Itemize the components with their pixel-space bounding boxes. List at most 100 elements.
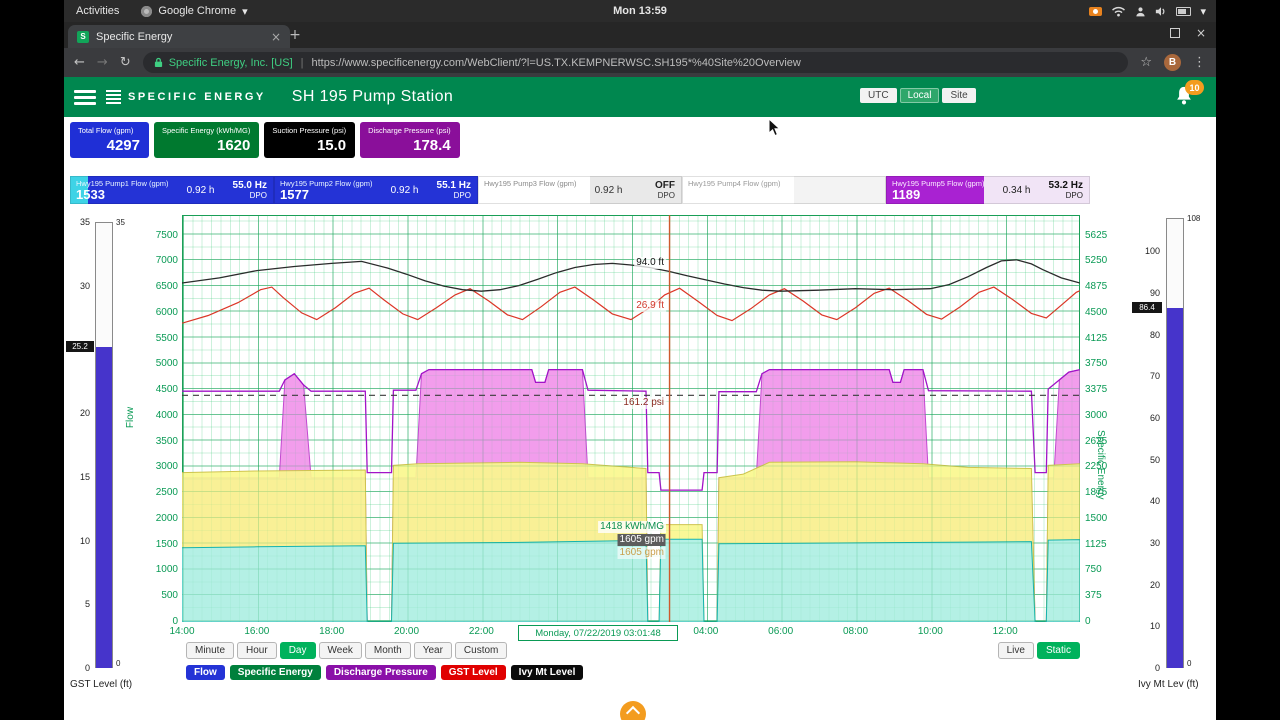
pump-main: Hwy195 Pump2 Flow (gpm) 1577 [274,176,384,204]
right-axis-tick: 3375 [1085,384,1108,396]
timezone-toggle: UTC Local Site [860,88,976,103]
legend-button-ivy-mt-level[interactable]: Ivy Mt Level [510,665,584,680]
tab-strip: S Specific Energy × + × [64,22,1216,48]
pump-status-cell[interactable]: Hwy195 Pump1 Flow (gpm) 1533 0.92 h 55.0 Hz… [70,176,274,204]
left-gauge-value-tag: 25.2 [66,340,94,352]
pump-flow-value: 1577 [280,187,309,202]
left-axis-tick: 3500 [155,435,178,447]
series-flow-area [182,538,1080,622]
mouse-cursor [768,118,781,137]
pump-right: 55.1 Hz DPO [425,176,478,204]
right-gauge-fill [1167,308,1183,668]
left-axis-tick: 0 [172,616,178,627]
right-axis-tick: 3750 [1085,358,1108,370]
series-legend: Flow Specific Energy Discharge Pressure GST… [186,665,584,680]
legend-button-gst-level[interactable]: GST Level [440,665,506,680]
activities-button[interactable]: Activities [76,5,120,17]
clock[interactable]: Mon 13:59 [613,5,667,17]
site-identity: Specific Energy, Inc. [US] [168,56,293,69]
x-axis-tick: 06:00 [768,626,794,637]
mode-button-static[interactable]: Static [1036,642,1080,659]
tab-close-icon[interactable]: × [270,29,281,44]
left-gauge-max-label: 35 [116,218,125,227]
mode-button-live[interactable]: Live [997,642,1034,659]
bookmark-star-icon[interactable]: ☆ [1140,55,1152,70]
pump-status-cell[interactable]: Hwy195 Pump4 Flow (gpm) [682,176,886,204]
pump-frequency: 55.1 Hz [436,180,471,191]
right-axis-tick: 1125 [1085,538,1107,550]
window-close-button[interactable]: × [1195,26,1206,40]
tab-title: Specific Energy [96,30,173,43]
pump-frequency: 53.2 Hz [1048,180,1083,191]
range-button-day[interactable]: Day [279,642,316,659]
kpi-label: Discharge Pressure (psi) [368,126,451,135]
new-tab-button[interactable]: + [289,27,301,43]
pump-status-cell[interactable]: Hwy195 Pump3 Flow (gpm) 0.92 h OFF DPO [478,176,682,204]
right-gauge-tick: 80 [1149,329,1160,340]
pump-status-cell[interactable]: Hwy195 Pump2 Flow (gpm) 1577 0.92 h 55.1 Hz… [274,176,478,204]
back-button[interactable]: ← [74,55,85,70]
range-button-year[interactable]: Year [413,642,452,659]
right-gauge-tick: 60 [1149,413,1160,423]
url-field[interactable]: Specific Energy, Inc. [US] | https://www… [142,52,1129,73]
url-text: https://www.specificenergy.com/WebClient… [311,56,801,69]
kpi-value: 15.0 [316,137,347,154]
range-button-month[interactable]: Month [364,642,411,659]
notification-count-badge[interactable]: 10 [1185,80,1204,95]
range-button-week[interactable]: Week [318,642,362,659]
legend-button-discharge-pressure[interactable]: Discharge Pressure [325,665,436,680]
kpi-label: Specific Energy (kWh/MG) [162,126,251,135]
wifi-icon [1112,6,1126,17]
pump-frequency: 55.0 Hz [232,180,267,191]
right-gauge-tick: 90 [1149,288,1160,298]
window-restore-button[interactable] [1169,28,1180,38]
forward-button[interactable]: → [96,55,108,70]
trend-plot-svg[interactable] [182,215,1080,622]
right-gauge-tick: 40 [1149,496,1160,507]
profile-avatar[interactable]: B [1164,54,1181,71]
pump-name: Hwy195 Pump3 Flow (gpm) [484,179,577,188]
kpi-label: Total Flow (gpm) [78,126,134,135]
legend-button-flow[interactable]: Flow [186,665,225,680]
legend-button-specific-energy[interactable]: Specific Energy [229,665,321,680]
left-gauge-tick: 20 [79,408,90,419]
pump-main: Hwy195 Pump4 Flow (gpm) [682,176,792,204]
range-button-minute[interactable]: Minute [186,642,235,659]
tray-chevron-icon: ▾ [1200,4,1206,18]
left-axis-tick: 7500 [155,229,178,241]
pump-main: Hwy195 Pump3 Flow (gpm) [478,176,588,204]
kpi-tile[interactable]: Suction Pressure (psi) 15.0 [264,122,356,158]
left-axis-title: Flow [125,406,137,429]
hamburger-menu-icon[interactable] [74,89,96,105]
right-axis-tick: 4500 [1085,306,1108,318]
right-gauge-value-tag: 86.4 [1132,302,1162,313]
pump-status-cell[interactable]: Hwy195 Pump5 Flow (gpm) 1189 0.34 h 53.2 Hz… [886,176,1090,204]
annotation-ivy-level-readout: 94.0 ft [634,257,666,269]
chevron-up-icon [625,705,641,720]
left-axis-tick: 6500 [155,281,178,293]
tz-button-site[interactable]: Site [942,88,976,103]
tz-button-local[interactable]: Local [899,88,940,103]
range-button-hour[interactable]: Hour [237,642,277,659]
screen-record-icon [1089,6,1103,16]
cursor-timestamp-box[interactable]: Monday, 07/22/2019 03:01:48 [518,625,678,641]
specific-energy-logo[interactable]: SPECIFIC ENERGY [106,90,266,104]
left-axis-tick: 5500 [155,332,178,344]
tz-button-utc[interactable]: UTC [860,88,897,103]
stage: Activities Google Chrome ▾ Mon 13:59 ▾ S… [64,0,1216,720]
reload-button[interactable]: ↻ [119,55,131,70]
browser-tab[interactable]: S Specific Energy × [68,25,290,48]
pump-right: 53.2 Hz DPO [1037,176,1090,204]
kpi-tile[interactable]: Total Flow (gpm) 4297 [70,122,149,158]
kpi-tile[interactable]: Discharge Pressure (psi) 178.4 [360,122,460,158]
system-tray[interactable]: ▾ [1089,5,1216,18]
browser-menu-icon[interactable]: ⋮ [1193,55,1206,70]
scroll-to-top-button[interactable] [620,701,646,720]
battery-icon [1176,6,1192,16]
kpi-tile[interactable]: Specific Energy (kWh/MG) 1620 [154,122,260,158]
app-menu[interactable]: Google Chrome ▾ [131,5,257,18]
pump-name: Hwy195 Pump1 Flow (gpm) [76,179,169,188]
range-button-custom[interactable]: Custom [454,642,508,659]
pump-main: Hwy195 Pump1 Flow (gpm) 1533 [70,176,180,204]
left-axis-tick: 5000 [155,358,178,370]
